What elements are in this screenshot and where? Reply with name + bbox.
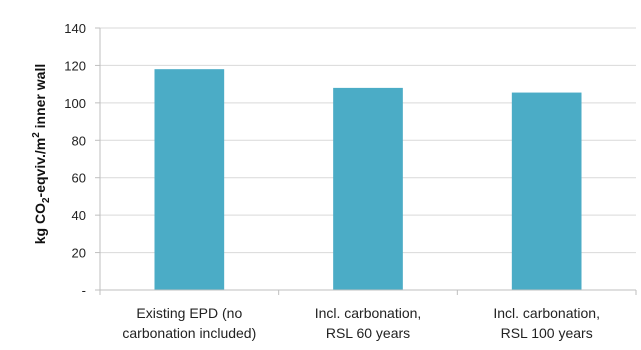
- y-tick-label: 60: [72, 171, 86, 186]
- y-tick-label: 80: [72, 133, 86, 148]
- y-axis-label: kg CO2-eqviv./m2 inner wall: [31, 64, 52, 244]
- bars: [154, 69, 582, 291]
- y-tick-label: 100: [64, 96, 86, 111]
- bar: [154, 69, 225, 291]
- bar: [511, 92, 582, 290]
- y-tick-label: 40: [72, 208, 86, 223]
- x-tick-label: Incl. carbonation, RSL 100 years: [493, 305, 600, 341]
- x-tick-labels: Existing EPD (no carbonation included) Inc…: [122, 305, 600, 341]
- y-tick-labels: - 20 40 60 80 100 120 140: [64, 21, 86, 298]
- y-tick-label: -: [82, 283, 86, 298]
- y-tick-label: 140: [64, 21, 86, 36]
- y-tick-label: 120: [64, 58, 86, 73]
- axes: [95, 27, 637, 295]
- x-tick-label: Existing EPD (no carbonation included): [122, 305, 256, 341]
- bar: [333, 87, 403, 290]
- x-tick-label: Incl. carbonation, RSL 60 years: [315, 305, 422, 341]
- y-tick-label: 20: [72, 246, 86, 261]
